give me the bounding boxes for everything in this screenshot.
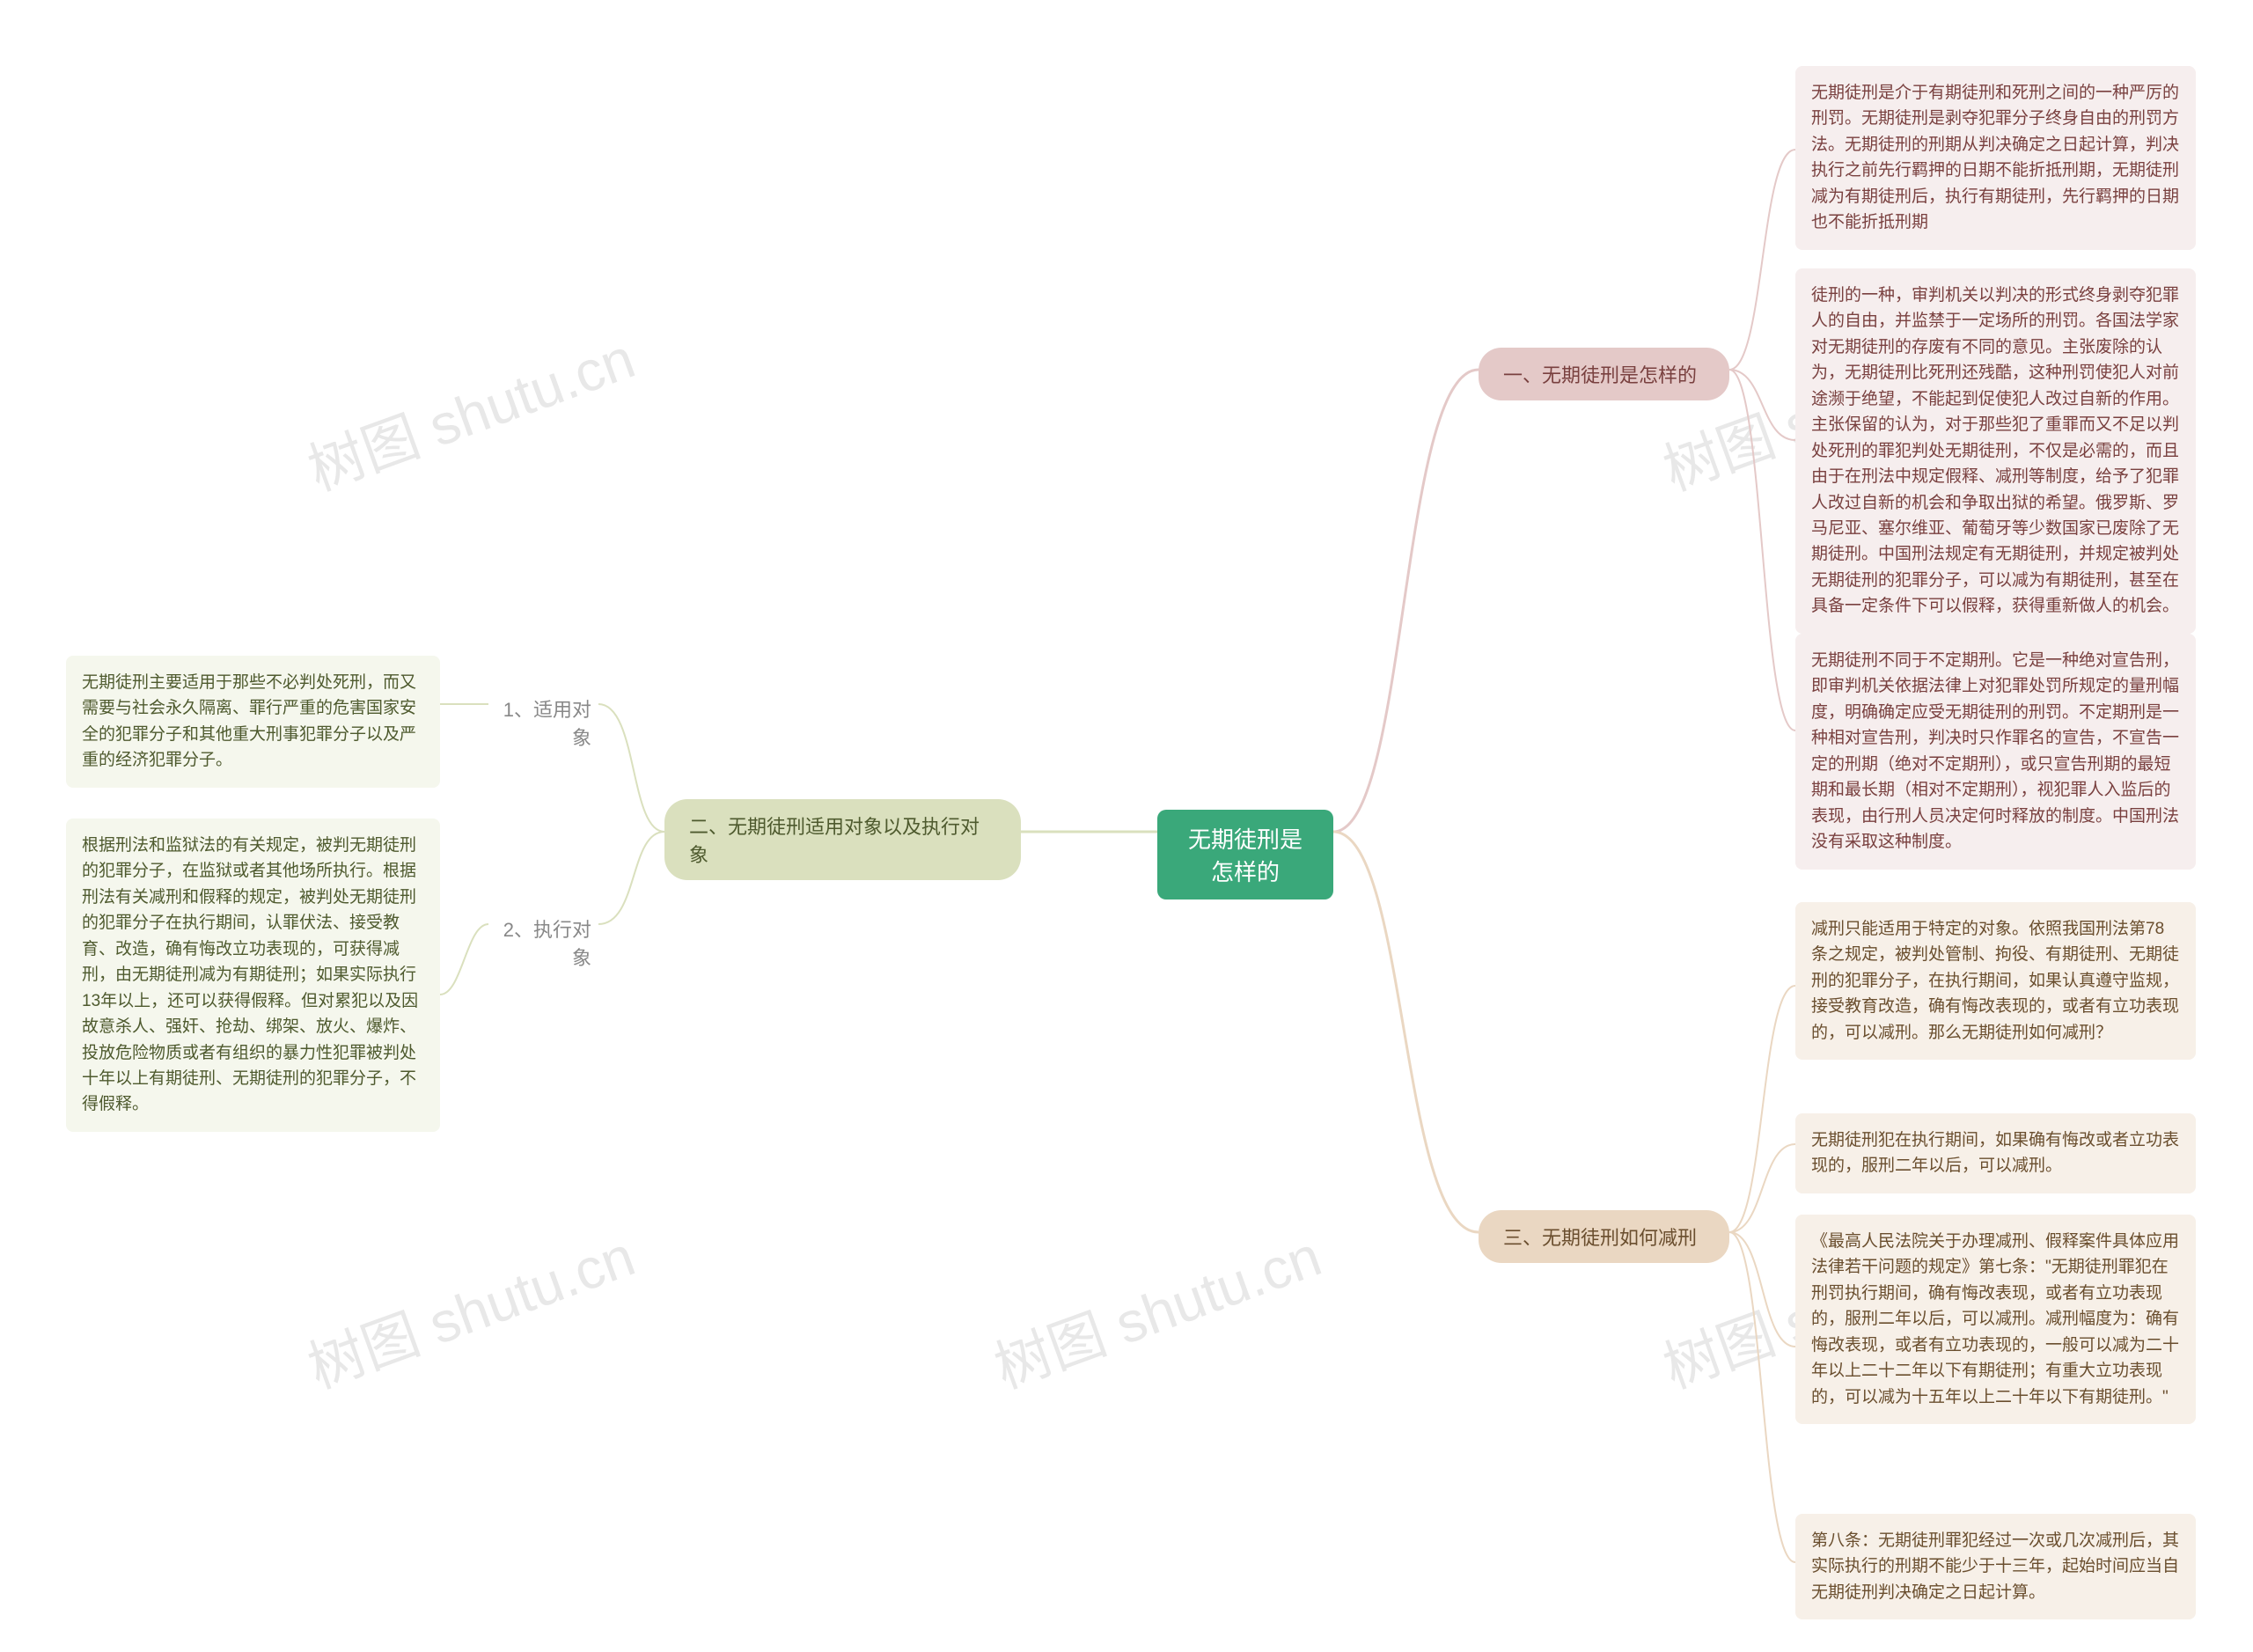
leaf-1b: 徒刑的一种，审判机关以判决的形式终身剥夺犯罪人的自由，并监禁于一定场所的刑罚。各… [1795,268,2196,634]
leaf-1a: 无期徒刑是介于有期徒刑和死刑之间的一种严厉的刑罚。无期徒刑是剥夺犯罪分子终身自由… [1795,66,2196,250]
root-node[interactable]: 无期徒刑是怎样的 [1157,810,1333,899]
leaf-3c: 《最高人民法院关于办理减刑、假释案件具体应用法律若干问题的规定》第七条："无期徒… [1795,1215,2196,1424]
leaf-2b: 根据刑法和监狱法的有关规定，被判无期徒刑的犯罪分子，在监狱或者其他场所执行。根据… [66,819,440,1132]
branch-2[interactable]: 二、无期徒刑适用对象以及执行对象 [664,799,1021,880]
leaf-1c: 无期徒刑不同于不定期刑。它是一种绝对宣告刑，即审判机关依据法律上对犯罪处罚所规定… [1795,634,2196,870]
branch-3[interactable]: 三、无期徒刑如何减刑 [1479,1210,1729,1263]
sub-2b[interactable]: 2、执行对象 [488,911,598,974]
sub-2a[interactable]: 1、适用对象 [488,691,598,754]
leaf-3a: 减刑只能适用于特定的对象。依照我国刑法第78条之规定，被判处管制、拘役、有期徒刑… [1795,902,2196,1060]
leaf-2a: 无期徒刑主要适用于那些不必判处死刑，而又需要与社会永久隔离、罪行严重的危害国家安… [66,656,440,788]
leaf-3d: 第八条：无期徒刑罪犯经过一次或几次减刑后，其实际执行的刑期不能少于十三年，起始时… [1795,1514,2196,1619]
branch-1[interactable]: 一、无期徒刑是怎样的 [1479,348,1729,400]
leaf-3b: 无期徒刑犯在执行期间，如果确有悔改或者立功表现的，服刑二年以后，可以减刑。 [1795,1113,2196,1193]
